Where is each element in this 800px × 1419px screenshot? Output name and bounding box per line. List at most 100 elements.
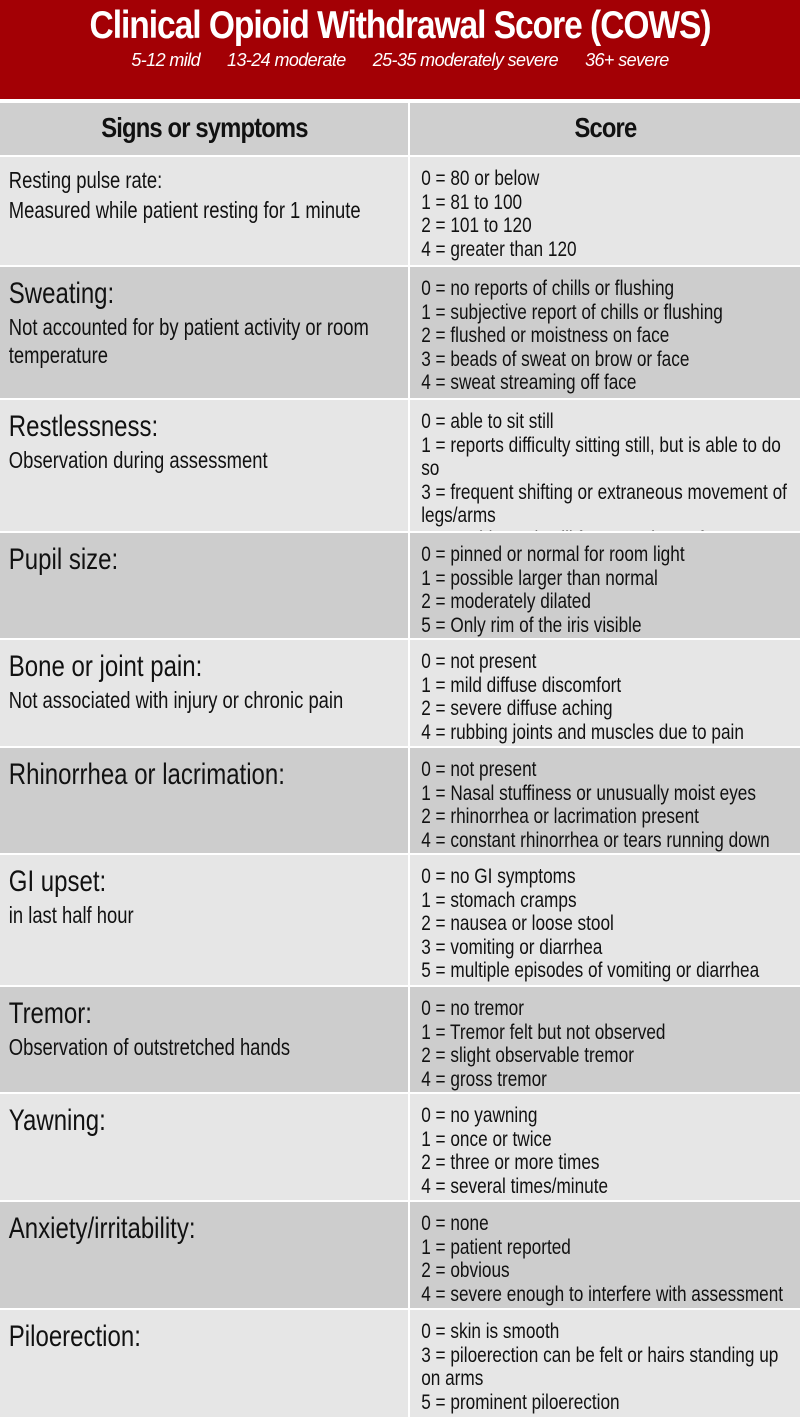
title-banner: Clinical Opioid Withdrawal Score (COWS) … (0, 0, 800, 99)
score-option: 0 = no reports of chills or flushing (421, 276, 675, 300)
table-row: GI upset: in last half hour 0 = no GI symp… (0, 855, 800, 987)
score-option: 0 = skin is smooth (421, 1319, 560, 1343)
symptom-name: Restlessness: (8, 410, 159, 443)
score-cell: 0 = not present 1 = Nasal stuffiness or u… (410, 748, 800, 853)
score-cell: 0 = none 1 = patient reported 2 = obvious 4… (410, 1202, 800, 1308)
table-row: Bone or joint pain: Not associated with i… (0, 640, 800, 748)
symptom-name: Bone or joint pain: (8, 650, 203, 683)
page-title: Clinical Opioid Withdrawal Score (COWS) (89, 4, 711, 47)
symptom-cell: Rhinorrhea or lacrimation: (0, 748, 408, 853)
score-option: 1 = patient reported (421, 1234, 571, 1259)
score-option: 1 = once or twice (421, 1126, 552, 1151)
symptom-note: Not associated with injury or chronic pa… (8, 687, 344, 713)
score-option: 2 = slight observable tremor (421, 1043, 634, 1068)
symptom-name: Sweating: (8, 277, 115, 310)
score-option: 3 = vomiting or diarrhea (421, 934, 603, 959)
symptom-note: Not accounted for by patient activity or… (8, 314, 369, 368)
symptom-cell: Pupil size: (0, 533, 408, 638)
score-option: 4 = severe enough to interfere with asse… (421, 1281, 784, 1306)
range-mild: 5-12 mild (131, 50, 201, 70)
score-option: 3 = frequent shifting or extraneous move… (421, 479, 787, 528)
score-option: 2 = obvious (421, 1258, 510, 1283)
score-option: 5 = multiple episodes of vomiting or dia… (421, 958, 760, 983)
symptom-cell: Resting pulse rate: Measured while patien… (0, 157, 408, 265)
score-option: 0 = 80 or below (421, 166, 540, 190)
score-option: 1 = stomach cramps (421, 887, 577, 912)
table-row: Piloerection: 0 = skin is smooth 3 = piloe… (0, 1310, 800, 1419)
symptom-cell: Yawning: (0, 1094, 408, 1200)
score-option: 1 = subjective report of chills or flush… (421, 299, 723, 324)
table-row: Resting pulse rate: Measured while patien… (0, 157, 800, 267)
score-option: 1 = reports difficulty sitting still, bu… (421, 432, 781, 481)
table-row: Anxiety/irritability: 0 = none 1 = patient… (0, 1202, 800, 1310)
score-option: 5 = unable to sit still for more than a … (421, 527, 793, 531)
score-option: 1 = possible larger than normal (421, 565, 658, 590)
symptom-cell: GI upset: in last half hour (0, 855, 408, 985)
symptom-cell: Sweating: Not accounted for by patient ac… (0, 267, 408, 398)
score-option: 4 = gross tremor (421, 1066, 547, 1091)
symptom-note: in last half hour (8, 902, 134, 928)
score-option: 0 = not present (421, 649, 537, 673)
symptom-note: Measured while patient resting for 1 min… (8, 197, 361, 223)
score-cell: 0 = 80 or below 1 = 81 to 100 2 = 101 to 1… (410, 157, 800, 265)
score-option: 2 = rhinorrhea or lacrimation present (421, 804, 699, 829)
score-option: 5 = Only rim of the iris visible (421, 612, 642, 637)
symptom-name: GI upset: (8, 865, 107, 898)
symptom-note: Observation during assessment (8, 447, 268, 473)
table-row: Restlessness: Observation during assessme… (0, 400, 800, 533)
symptom-cell: Restlessness: Observation during assessme… (0, 400, 408, 531)
score-option: 2 = severe diffuse aching (421, 696, 613, 721)
symptom-name: Anxiety/irritability: (8, 1212, 196, 1245)
score-option: 4 = constant rhinorrhea or tears running… (421, 827, 770, 853)
range-moderately-severe: 25-35 moderately severe (372, 50, 559, 70)
symptom-name: Resting pulse rate: (8, 167, 163, 193)
symptom-cell: Piloerection: (0, 1310, 408, 1417)
score-option: 0 = able to sit still (421, 409, 554, 433)
score-cell: 0 = skin is smooth 3 = piloerection can b… (410, 1310, 800, 1417)
score-option: 0 = none (421, 1211, 489, 1235)
score-option: 4 = several times/minute (421, 1173, 609, 1198)
symptom-name: Piloerection: (8, 1320, 141, 1353)
table-row: Rhinorrhea or lacrimation: 0 = not presen… (0, 748, 800, 855)
range-severe: 36+ severe (585, 50, 669, 70)
header-score: Score (410, 103, 800, 155)
range-moderate: 13-24 moderate (227, 50, 346, 70)
score-option: 4 = sweat streaming off face (421, 370, 637, 395)
score-cell: 0 = not present 1 = mild diffuse discomfo… (410, 640, 800, 746)
table-row: Sweating: Not accounted for by patient ac… (0, 267, 800, 400)
score-option: 0 = no tremor (421, 996, 524, 1020)
header-signs: Signs or symptoms (0, 103, 408, 155)
score-option: 2 = three or more times (421, 1150, 600, 1175)
symptom-name: Rhinorrhea or lacrimation: (8, 758, 285, 791)
score-option: 3 = beads of sweat on brow or face (421, 346, 690, 371)
score-option: 1 = mild diffuse discomfort (421, 672, 622, 697)
score-cell: 0 = pinned or normal for room light 1 = p… (410, 533, 800, 638)
score-cell: 0 = no tremor 1 = Tremor felt but not obs… (410, 987, 800, 1092)
score-option: 2 = nausea or loose stool (421, 911, 614, 936)
severity-ranges: 5-12 mild 13-24 moderate 25-35 moderatel… (0, 50, 800, 71)
symptom-cell: Anxiety/irritability: (0, 1202, 408, 1308)
symptom-name: Tremor: (8, 997, 92, 1030)
score-option: 2 = moderately dilated (421, 589, 591, 614)
score-option: 0 = not present (421, 757, 537, 781)
score-option: 3 = piloerection can be felt or hairs st… (421, 1342, 779, 1391)
score-option: 0 = no yawning (421, 1103, 538, 1127)
symptom-name: Pupil size: (8, 543, 119, 576)
symptom-note: Observation of outstretched hands (8, 1034, 291, 1060)
score-cell: 0 = no GI symptoms 1 = stomach cramps 2 = … (410, 855, 800, 985)
table-row: Yawning: 0 = no yawning 1 = once or twice 2… (0, 1094, 800, 1202)
score-option: 2 = flushed or moistness on face (421, 323, 670, 348)
score-option: 4 = rubbing joints and muscles due to pa… (421, 719, 744, 744)
score-option: 1 = Nasal stuffiness or unusually moist … (421, 780, 756, 805)
score-option: 1 = Tremor felt but not observed (421, 1019, 666, 1044)
score-option: 5 = prominent piloerection (421, 1389, 620, 1414)
score-cell: 0 = no reports of chills or flushing 1 = … (410, 267, 800, 398)
table-row: Tremor: Observation of outstretched hands… (0, 987, 800, 1094)
score-option: 2 = 101 to 120 (421, 213, 532, 238)
score-cell: 0 = no yawning 1 = once or twice 2 = three… (410, 1094, 800, 1200)
symptom-name: Yawning: (8, 1104, 106, 1137)
score-option: 1 = 81 to 100 (421, 189, 523, 214)
score-option: 0 = pinned or normal for room light (421, 542, 685, 566)
score-option: 4 = greater than 120 (421, 236, 577, 261)
score-option: 0 = no GI symptoms (421, 864, 576, 888)
